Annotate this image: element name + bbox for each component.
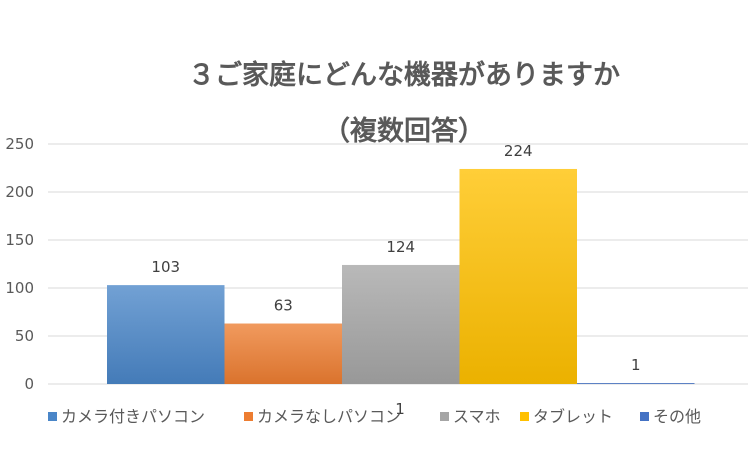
data-label: 63: [274, 297, 293, 315]
bars: [107, 168, 695, 384]
legend-item-label: スマホ: [453, 407, 501, 426]
bar: [107, 285, 225, 384]
legend-item-label: タブレット: [533, 407, 613, 426]
legend: カメラ付きパソコン カメラなしパソコン スマホ タブレット その他: [48, 407, 701, 426]
y-tick-label: 250: [5, 135, 34, 153]
chart-title: ３ご家庭にどんな機器がありますか: [188, 59, 620, 91]
data-label: 124: [386, 238, 415, 256]
data-label: 1: [631, 356, 641, 374]
bar: [342, 264, 460, 384]
data-label: 224: [504, 142, 533, 160]
legend-swatch: [244, 412, 253, 421]
legend-item-label: カメラなしパソコン: [257, 407, 401, 426]
legend-item-label: その他: [653, 407, 701, 426]
y-tick-label: 200: [5, 183, 34, 201]
legend-swatch: [520, 412, 529, 421]
data-labels: 103 63 124 224 1: [151, 142, 640, 374]
stray-data-label: 1: [395, 400, 405, 418]
y-axis: 0 50 100 150 200 250: [5, 135, 34, 393]
legend-swatch: [440, 412, 449, 421]
y-tick-label: 0: [24, 375, 34, 393]
legend-item-label: カメラ付きパソコン: [61, 407, 205, 426]
legend-swatch: [640, 412, 649, 421]
legend-swatch: [48, 412, 57, 421]
bar: [577, 383, 695, 384]
y-tick-label: 150: [5, 231, 34, 249]
bar: [459, 168, 577, 384]
y-tick-label: 50: [15, 327, 34, 345]
bar: [224, 323, 342, 384]
chart-subtitle: （複数回答）: [323, 115, 485, 147]
data-label: 103: [151, 258, 180, 276]
y-tick-label: 100: [5, 279, 34, 297]
